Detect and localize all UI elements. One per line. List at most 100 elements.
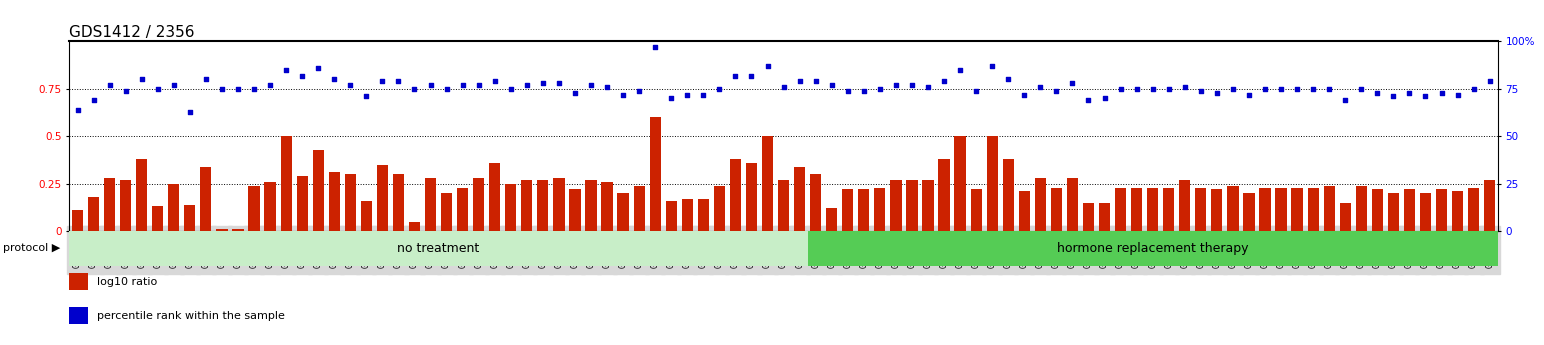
- Point: [531, 80, 556, 86]
- Point: [900, 82, 925, 88]
- Point: [675, 92, 699, 97]
- Point: [338, 82, 363, 88]
- Point: [740, 73, 764, 78]
- Bar: [69, 231, 808, 266]
- Bar: [922, 180, 934, 231]
- Bar: [1115, 188, 1126, 231]
- Bar: [505, 184, 516, 231]
- Point: [1365, 90, 1390, 95]
- Bar: [1260, 188, 1271, 231]
- Bar: [891, 180, 902, 231]
- Point: [1252, 86, 1277, 91]
- Bar: [103, 178, 116, 231]
- Bar: [392, 174, 405, 231]
- Bar: [201, 167, 212, 231]
- Bar: [971, 189, 982, 231]
- Bar: [1180, 180, 1190, 231]
- Bar: [472, 178, 485, 231]
- Bar: [1067, 178, 1078, 231]
- Text: GDS1412 / 2356: GDS1412 / 2356: [69, 25, 195, 40]
- Point: [1189, 88, 1214, 93]
- Point: [145, 86, 170, 91]
- Bar: [312, 150, 324, 231]
- Point: [611, 92, 636, 97]
- Bar: [570, 189, 581, 231]
- Point: [242, 86, 267, 91]
- Bar: [425, 178, 435, 231]
- Bar: [602, 182, 613, 231]
- Text: percentile rank within the sample: percentile rank within the sample: [97, 311, 286, 321]
- Bar: [808, 231, 1498, 266]
- Bar: [1195, 188, 1206, 231]
- Point: [1156, 86, 1181, 91]
- Bar: [713, 186, 726, 231]
- Bar: [1034, 178, 1045, 231]
- Bar: [1484, 180, 1495, 231]
- Point: [1397, 90, 1422, 95]
- Text: log10 ratio: log10 ratio: [97, 277, 157, 286]
- Bar: [249, 186, 259, 231]
- Point: [225, 86, 250, 91]
- Bar: [1388, 193, 1399, 231]
- Bar: [778, 180, 789, 231]
- Point: [1413, 93, 1437, 99]
- Point: [466, 82, 491, 88]
- Point: [97, 82, 122, 88]
- Point: [82, 98, 107, 103]
- Bar: [906, 180, 917, 231]
- Bar: [232, 229, 244, 231]
- Bar: [264, 182, 276, 231]
- Bar: [761, 136, 774, 231]
- Bar: [939, 159, 950, 231]
- Text: hormone replacement therapy: hormone replacement therapy: [1058, 242, 1249, 255]
- Point: [1332, 98, 1357, 103]
- Point: [1204, 90, 1229, 95]
- Bar: [618, 193, 628, 231]
- Bar: [746, 163, 757, 231]
- Point: [1092, 96, 1116, 101]
- Point: [321, 77, 346, 82]
- Bar: [1019, 191, 1030, 231]
- Bar: [1403, 189, 1414, 231]
- Point: [258, 82, 283, 88]
- Point: [1349, 86, 1374, 91]
- Bar: [1163, 188, 1175, 231]
- Bar: [537, 180, 548, 231]
- Point: [1445, 92, 1470, 97]
- Bar: [120, 180, 131, 231]
- Point: [1285, 86, 1309, 91]
- Point: [883, 82, 908, 88]
- Point: [178, 109, 202, 115]
- Bar: [987, 136, 997, 231]
- Bar: [377, 165, 388, 231]
- Bar: [1420, 193, 1431, 231]
- Bar: [409, 221, 420, 231]
- Bar: [168, 184, 179, 231]
- Bar: [184, 205, 196, 231]
- Bar: [69, 307, 88, 324]
- Point: [562, 90, 587, 95]
- Bar: [344, 174, 357, 231]
- Point: [113, 88, 137, 93]
- Point: [386, 79, 411, 84]
- Bar: [730, 159, 741, 231]
- Point: [707, 86, 732, 91]
- Bar: [1371, 189, 1383, 231]
- Point: [803, 79, 828, 84]
- Bar: [216, 229, 227, 231]
- Bar: [858, 189, 869, 231]
- Bar: [1468, 188, 1479, 231]
- Bar: [1132, 188, 1143, 231]
- Point: [963, 88, 988, 93]
- Point: [1011, 92, 1036, 97]
- Bar: [1147, 188, 1158, 231]
- Point: [210, 86, 235, 91]
- Point: [499, 86, 523, 91]
- Bar: [361, 201, 372, 231]
- Bar: [457, 188, 468, 231]
- Point: [1300, 86, 1325, 91]
- Bar: [1291, 188, 1303, 231]
- Bar: [1275, 188, 1286, 231]
- Bar: [88, 197, 99, 231]
- Point: [1109, 86, 1133, 91]
